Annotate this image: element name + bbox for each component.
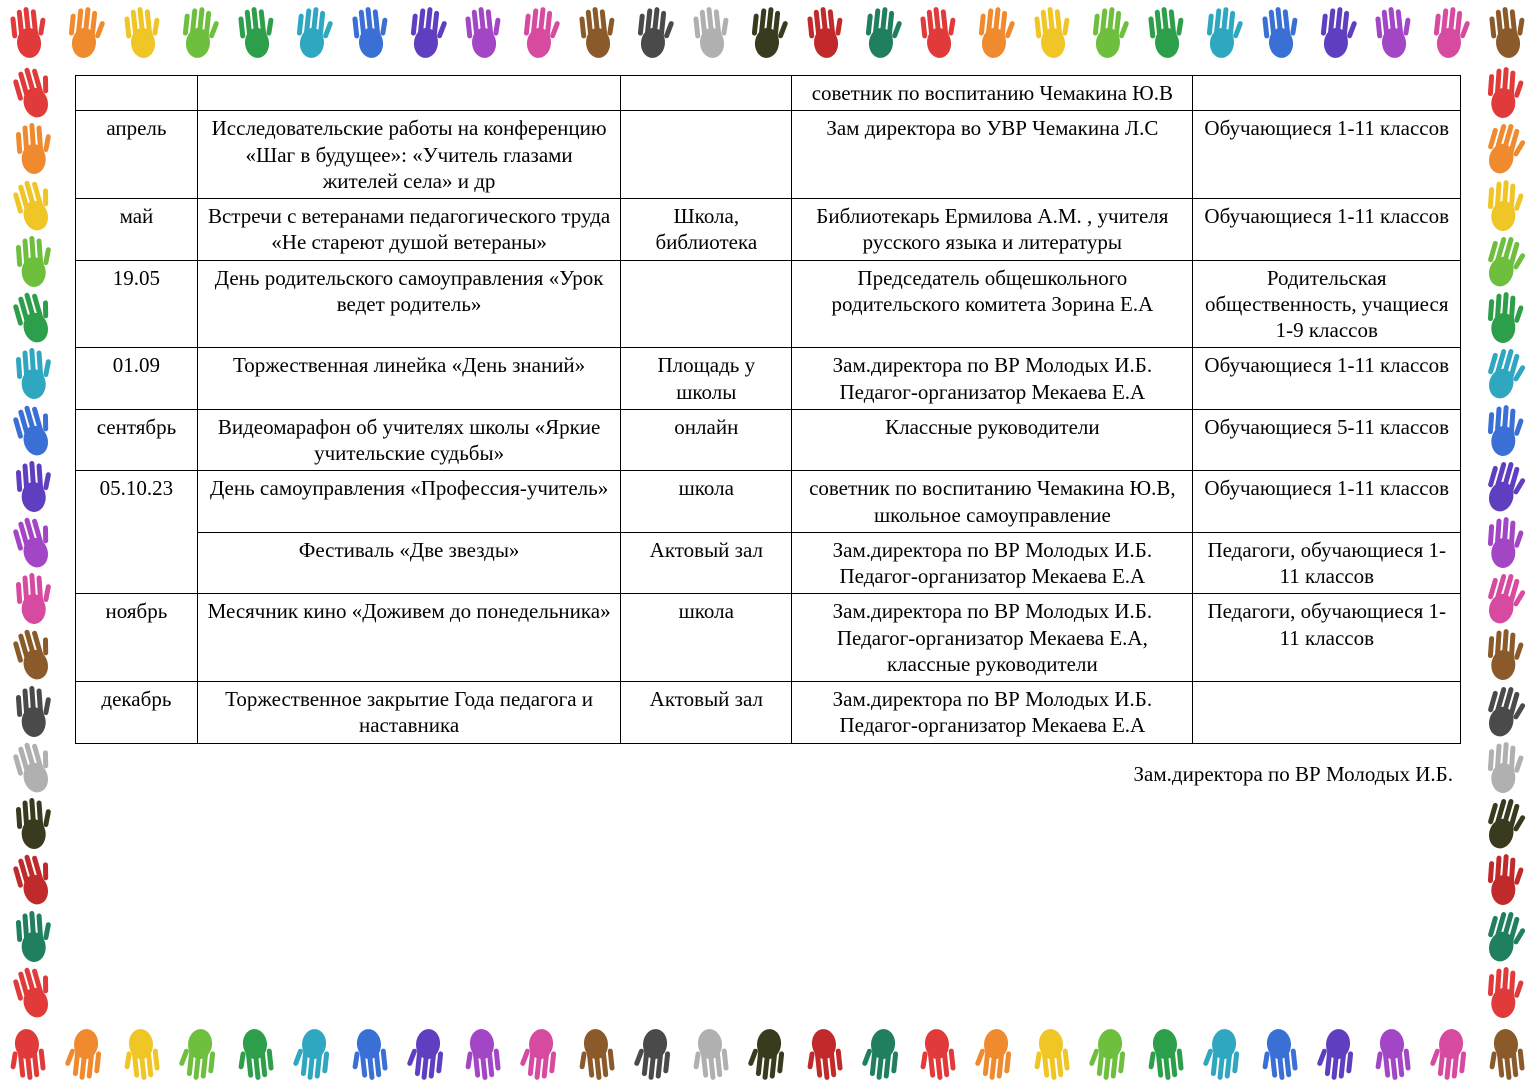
table-cell: 19.05 [76, 260, 198, 348]
table-cell: Зам.директора по ВР Молодых И.Б.Педагог-… [792, 682, 1193, 744]
table-cell: Актовый зал [621, 682, 792, 744]
table-cell [197, 76, 621, 111]
table-cell [621, 111, 792, 199]
table-cell: школа [621, 594, 792, 682]
table-cell: Торжественное закрытие Года педагога и н… [197, 682, 621, 744]
table-cell: Зам.директора по ВР Молодых И.Б.Педагог-… [792, 532, 1193, 594]
border-right [1471, 65, 1536, 1021]
table-cell: май [76, 199, 198, 261]
table-cell: 01.09 [76, 348, 198, 410]
table-cell: Фестиваль «Две звезды» [197, 532, 621, 594]
table-cell: Педагоги, обучающиеся 1-11 классов [1193, 594, 1461, 682]
table-cell [76, 76, 198, 111]
table-cell: апрель [76, 111, 198, 199]
table-row: советник по воспитанию Чемакина Ю.В [76, 76, 1461, 111]
table-cell: Председатель общешкольного родительского… [792, 260, 1193, 348]
table-cell [1193, 76, 1461, 111]
table-cell: Школа, библиотека [621, 199, 792, 261]
table-row: декабрьТоржественное закрытие Года педаг… [76, 682, 1461, 744]
table-cell: Классные руководители [792, 409, 1193, 471]
table-cell [621, 260, 792, 348]
table-cell: Обучающиеся 1-11 классов [1193, 199, 1461, 261]
table-cell: 05.10.23 [76, 471, 198, 594]
table-cell: Зам.директора по ВР Молодых И.Б.Педагог-… [792, 594, 1193, 682]
table-cell: Обучающиеся 5-11 классов [1193, 409, 1461, 471]
table-cell: Родительская общественность, учащиеся 1-… [1193, 260, 1461, 348]
table-row: 01.09Торжественная линейка «День знаний»… [76, 348, 1461, 410]
table-cell: Зам.директора по ВР Молодых И.Б.Педагог-… [792, 348, 1193, 410]
table-cell: советник по воспитанию Чемакина Ю.В [792, 76, 1193, 111]
table-cell: День самоуправления «Профессия-учитель» [197, 471, 621, 533]
table-cell: декабрь [76, 682, 198, 744]
table-cell: сентябрь [76, 409, 198, 471]
table-cell: Видеомарафон об учителях школы «Яркие уч… [197, 409, 621, 471]
table-row: майВстречи с ветеранами педагогического … [76, 199, 1461, 261]
table-cell: Обучающиеся 1-11 классов [1193, 348, 1461, 410]
table-cell: Зам директора во УВР Чемакина Л.С [792, 111, 1193, 199]
table-row: сентябрьВидеомарафон об учителях школы «… [76, 409, 1461, 471]
table-cell: Площадь у школы [621, 348, 792, 410]
table-row: апрельИсследовательские работы на конфер… [76, 111, 1461, 199]
border-top [0, 0, 1536, 65]
table-cell: Библиотекарь Ермилова А.М. , учителя рус… [792, 199, 1193, 261]
table-cell: Встречи с ветеранами педагогического тру… [197, 199, 621, 261]
table-cell: Обучающиеся 1-11 классов [1193, 471, 1461, 533]
border-bottom [0, 1021, 1536, 1086]
table-row: 19.05День родительского самоуправления «… [76, 260, 1461, 348]
table-cell [621, 76, 792, 111]
table-cell: Исследовательские работы на конференцию … [197, 111, 621, 199]
page-content: советник по воспитанию Чемакина Ю.Вапрел… [75, 75, 1461, 1011]
events-table: советник по воспитанию Чемакина Ю.Вапрел… [75, 75, 1461, 744]
table-row: Фестиваль «Две звезды»Актовый залЗам.дир… [76, 532, 1461, 594]
table-cell: Педагоги, обучающиеся 1-11 классов [1193, 532, 1461, 594]
table-cell: Обучающиеся 1-11 классов [1193, 111, 1461, 199]
table-cell [1193, 682, 1461, 744]
table-cell: школа [621, 471, 792, 533]
border-left [0, 65, 65, 1021]
signature-line: Зам.директора по ВР Молодых И.Б. [75, 762, 1461, 787]
table-row: ноябрьМесячник кино «Доживем до понедель… [76, 594, 1461, 682]
events-table-body: советник по воспитанию Чемакина Ю.Вапрел… [76, 76, 1461, 744]
table-cell: советник по воспитанию Чемакина Ю.В, шко… [792, 471, 1193, 533]
table-cell: ноябрь [76, 594, 198, 682]
table-cell: Месячник кино «Доживем до понедельника» [197, 594, 621, 682]
table-cell: День родительского самоуправления «Урок … [197, 260, 621, 348]
table-cell: онлайн [621, 409, 792, 471]
table-cell: Актовый зал [621, 532, 792, 594]
table-row: 05.10.23День самоуправления «Профессия-у… [76, 471, 1461, 533]
table-cell: Торжественная линейка «День знаний» [197, 348, 621, 410]
